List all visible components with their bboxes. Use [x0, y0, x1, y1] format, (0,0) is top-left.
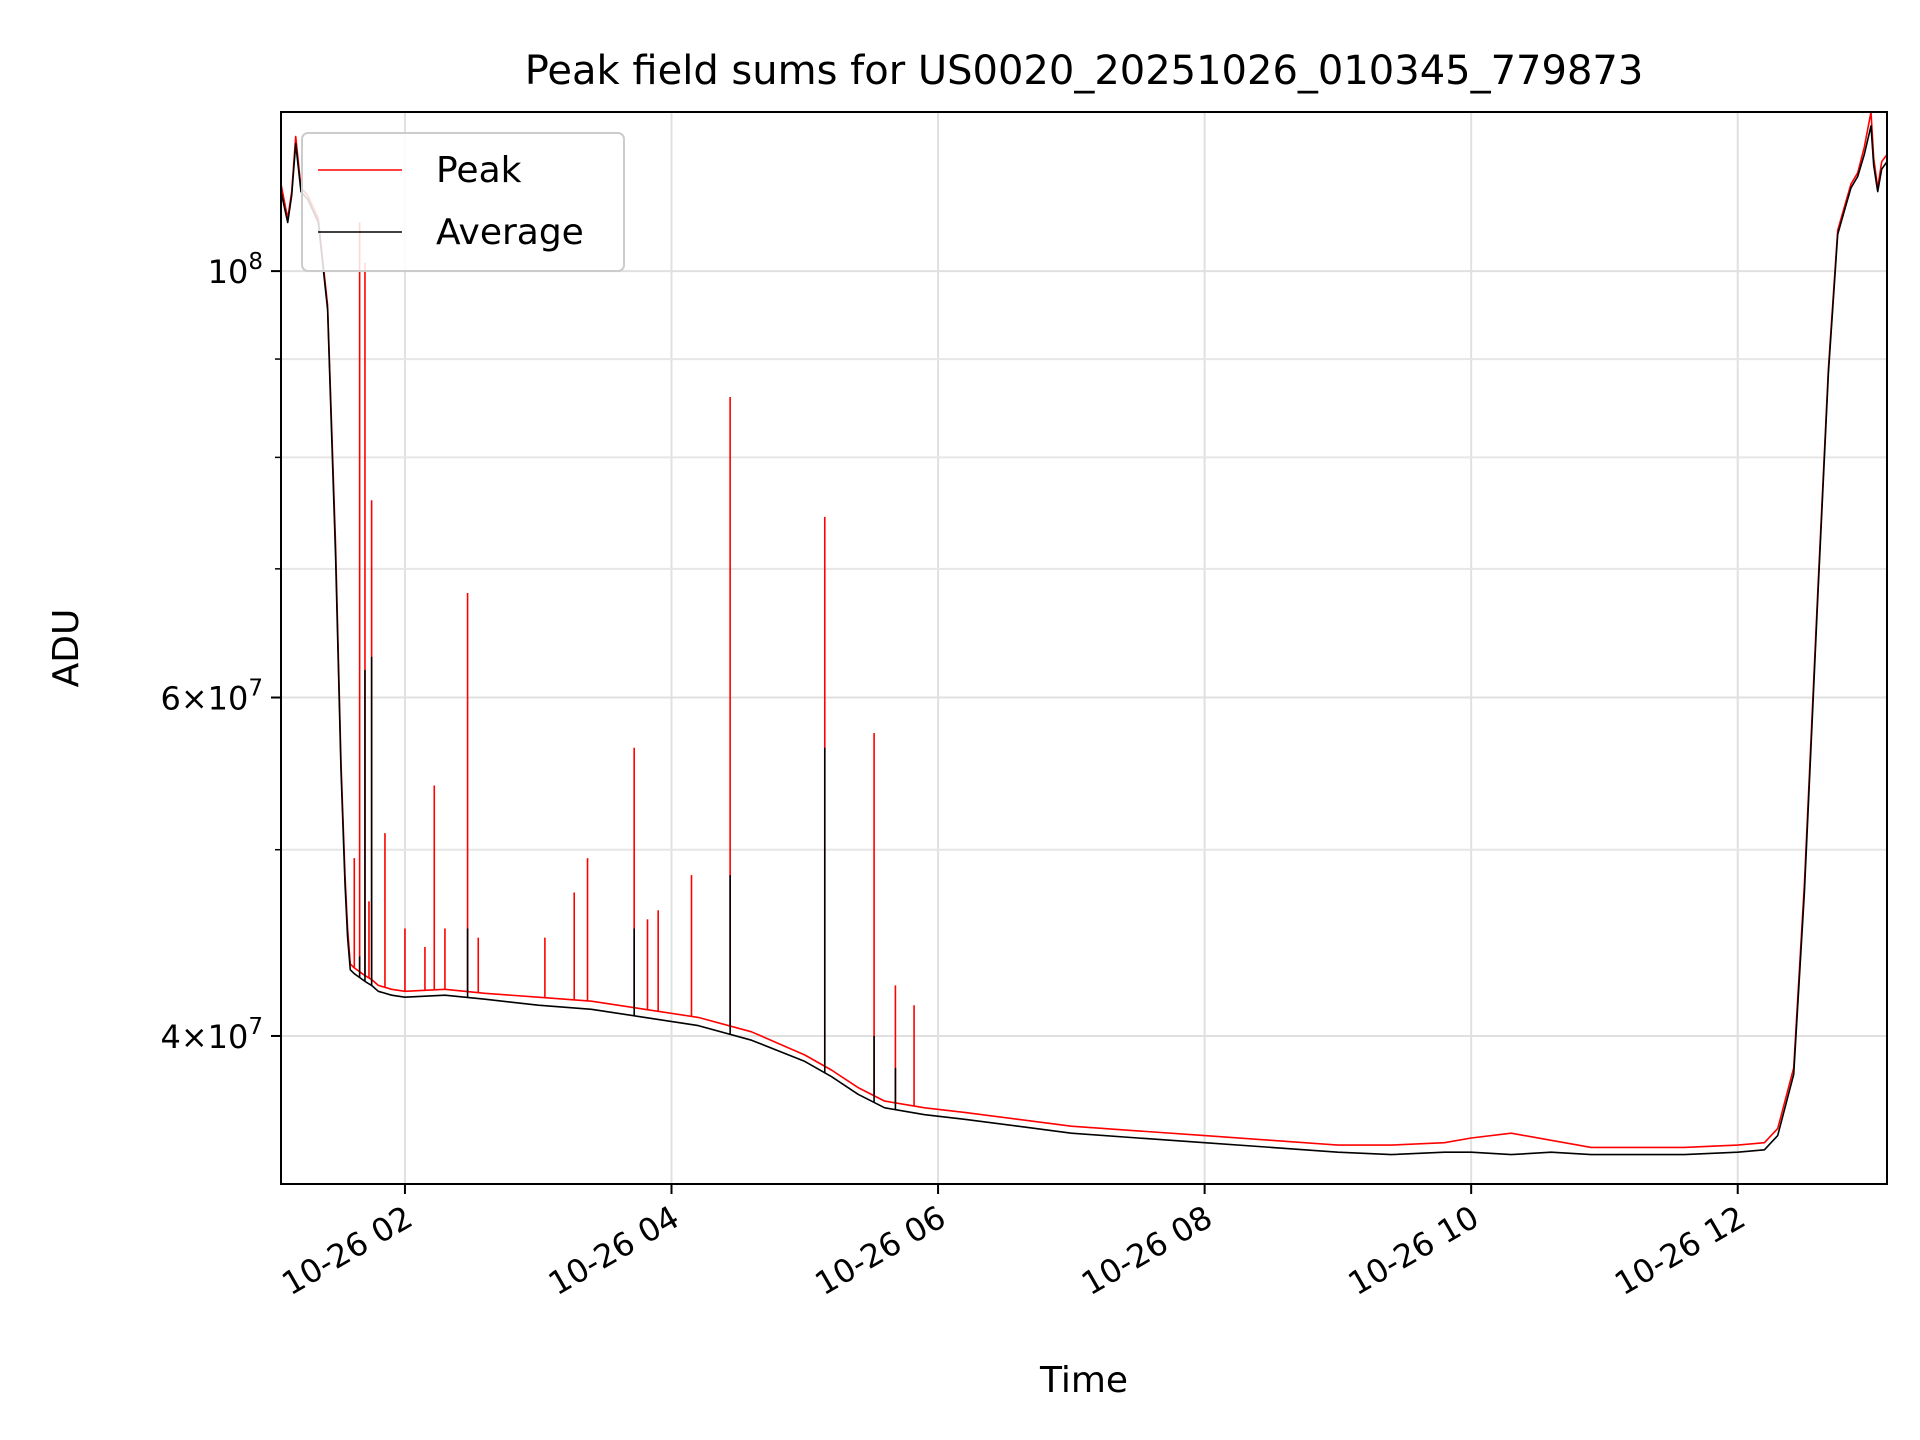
legend-label-peak: Peak: [436, 150, 522, 191]
chart-title: Peak field sums for US0020_20251026_0103…: [525, 48, 1644, 94]
series-line-average: [281, 125, 1887, 1156]
y-axis: 4×107 6×107 108: [160, 249, 281, 1056]
plot-area: [281, 112, 1887, 1156]
y-tick-label: 108: [208, 249, 263, 291]
legend-box: [301, 132, 625, 272]
y-tick-label: 4×107: [160, 1014, 263, 1056]
y-tick-label: 6×107: [160, 676, 263, 718]
y-axis-label: ADU: [46, 609, 87, 688]
x-axis-label: Time: [1039, 1360, 1128, 1401]
gridlines: [281, 112, 1887, 1184]
legend: Peak Average: [301, 132, 625, 272]
legend-label-average: Average: [436, 212, 584, 253]
plot-frame: [280, 111, 1888, 1185]
